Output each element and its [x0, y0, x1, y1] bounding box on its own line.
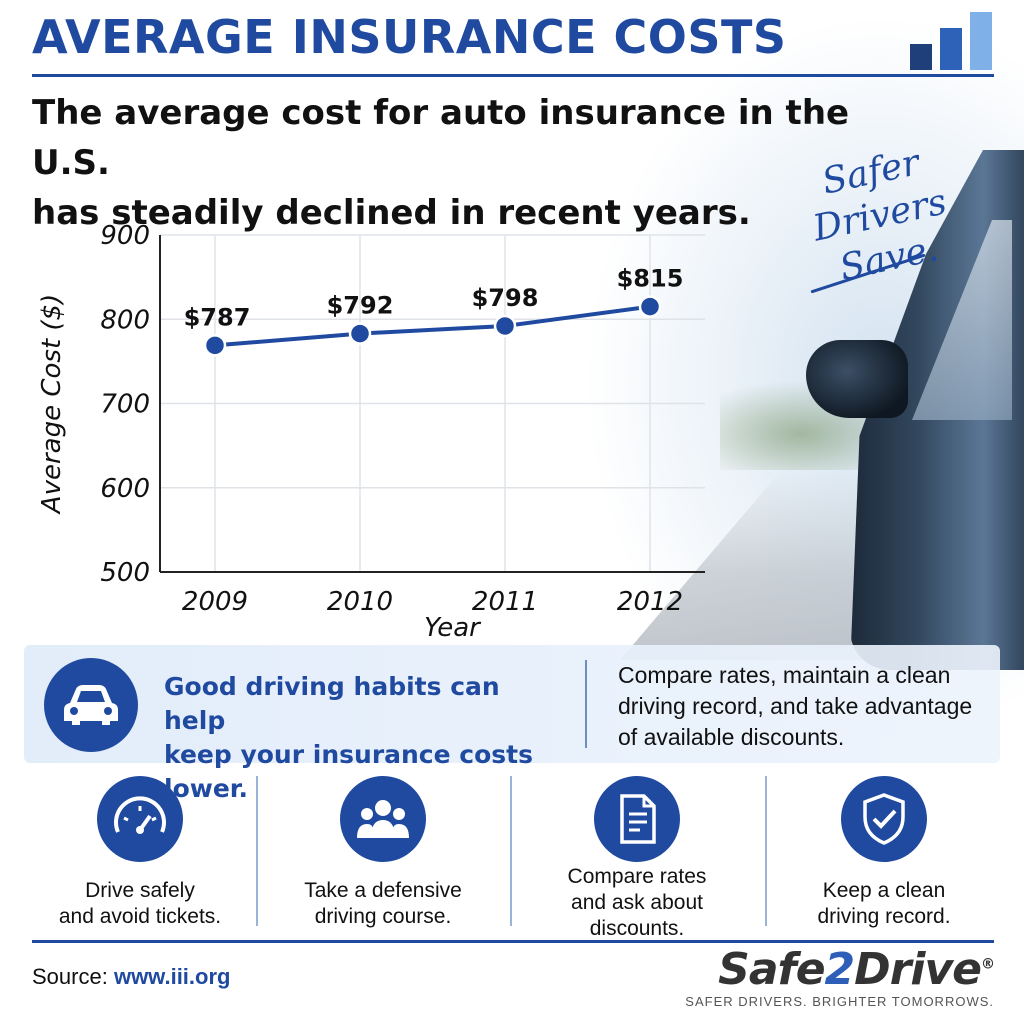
tip-label: Keep a clean driving record.	[774, 878, 994, 930]
chart-labels: $787 $792 $798 $815	[184, 265, 684, 332]
shield-check-icon	[841, 776, 927, 862]
x-tick-label: 2012	[617, 587, 683, 617]
data-label: $815	[617, 265, 684, 293]
tip-label-line-3: discounts.	[589, 917, 685, 940]
data-point	[348, 322, 372, 345]
source-link[interactable]: www.iii.org	[113, 964, 231, 989]
data-label: $798	[472, 284, 539, 312]
group-icon	[340, 776, 426, 862]
tip-item-drive-safely: Drive safely and avoid tickets.	[30, 776, 250, 930]
bar-chart-logo-icon	[910, 12, 994, 70]
x-tick-label: 2010	[327, 587, 393, 617]
x-tick-label: 2011	[472, 587, 538, 617]
y-axis-title: Average Cost ($)	[37, 294, 67, 515]
tip-label-line-1: Drive safely	[85, 879, 195, 902]
brand-logo: Safe2Drive®	[718, 944, 995, 995]
tip-separator	[256, 776, 258, 926]
tip-headline-line-2: keep your insurance costs lower.	[164, 740, 533, 803]
tip-headline: Good driving habits can help keep your i…	[164, 670, 564, 806]
tip-label-line-1: Compare rates	[567, 865, 707, 888]
chart-axes: 500 600 700 800 900 2009 2010 2011 2012	[100, 221, 705, 617]
tip-separator	[510, 776, 512, 926]
tip-label: Drive safely and avoid tickets.	[30, 878, 250, 930]
chart-series	[203, 295, 662, 357]
data-point	[203, 334, 227, 357]
brand-name-part-3: Drive	[854, 944, 982, 995]
speedometer-icon	[97, 776, 183, 862]
brand-tagline: SAFER DRIVERS. BRIGHTER TOMORROWS.	[685, 994, 994, 1009]
page-title: AVERAGE INSURANCE COSTS	[32, 10, 787, 64]
title-rule	[32, 74, 994, 77]
tip-label-line-2: driving record.	[817, 905, 951, 928]
line-chart: 500 600 700 800 900 2009 2010 2011 2012 $787 $792…	[37, 221, 705, 643]
tip-text-line-3: of available discounts.	[618, 724, 845, 750]
brand-name-part-2: 2	[824, 944, 856, 995]
brand-name-part-1: Safe	[718, 944, 825, 995]
tip-label: Take a defensive driving course.	[273, 878, 493, 930]
series-line	[214, 304, 651, 348]
tip-text-line-2: driving record, and take advantage	[618, 693, 973, 719]
tip-label-line-1: Take a defensive	[304, 879, 462, 902]
x-tick-label: 2009	[182, 587, 248, 617]
data-label: $792	[327, 292, 394, 320]
tip-label: Compare rates and ask about discounts.	[527, 864, 747, 942]
tip-separator	[765, 776, 767, 926]
y-tick-label: 500	[100, 558, 150, 588]
tips-row: Drive safely and avoid tickets. Take a d…	[30, 776, 994, 940]
source-label: Source:	[32, 964, 108, 989]
subtitle-line-1: The average cost for auto insurance in t…	[32, 93, 850, 183]
document-icon	[594, 776, 680, 862]
tip-label-line-1: Keep a clean	[822, 879, 946, 902]
y-tick-label: 600	[100, 474, 150, 504]
bottom-rule	[32, 940, 994, 943]
y-tick-label: 700	[100, 390, 150, 420]
y-tick-label: 900	[100, 221, 150, 251]
data-point	[638, 295, 662, 318]
tip-label-line-2: and ask about	[571, 891, 703, 914]
car-icon	[44, 658, 138, 752]
car-side-mirror	[806, 340, 908, 418]
data-point	[493, 314, 517, 338]
subtitle-line-2: has steadily declined in recent years.	[32, 193, 751, 233]
registered-mark: ®	[981, 956, 995, 973]
tip-label-line-2: and avoid tickets.	[58, 905, 222, 928]
tip-divider	[585, 660, 587, 748]
tip-text: Compare rates, maintain a clean driving …	[618, 660, 978, 753]
tip-text-line-1: Compare rates, maintain a clean	[618, 662, 951, 688]
tip-item-clean-record: Keep a clean driving record.	[774, 776, 994, 930]
x-axis-title: Year	[424, 613, 482, 643]
y-tick-label: 800	[100, 305, 150, 335]
tip-item-compare-rates: Compare rates and ask about discounts.	[527, 776, 747, 942]
tip-item-defensive-course: Take a defensive driving course.	[273, 776, 493, 930]
subtitle: The average cost for auto insurance in t…	[32, 88, 852, 238]
tip-banner	[24, 645, 1000, 763]
tip-label-line-2: driving course.	[314, 905, 452, 928]
tip-headline-line-1: Good driving habits can help	[164, 672, 500, 735]
source-line: Source: www.iii.org	[32, 964, 230, 990]
data-label: $787	[184, 303, 251, 331]
